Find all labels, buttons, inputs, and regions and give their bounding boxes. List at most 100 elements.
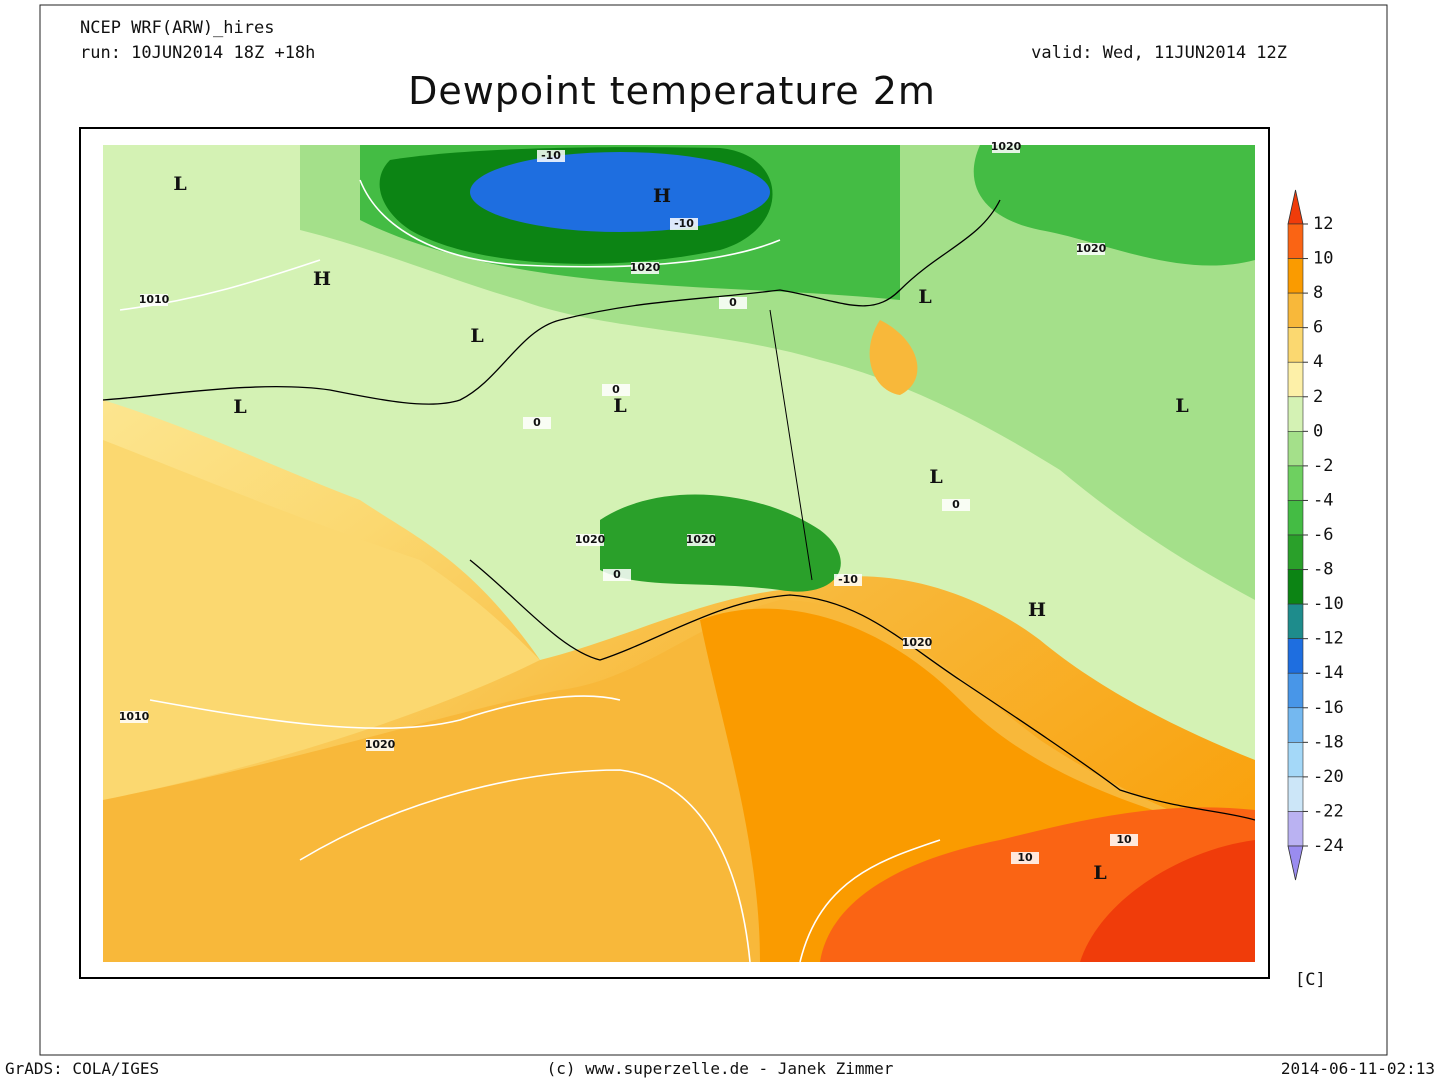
contour-label: 1020 [365,738,396,751]
colorbar-band [1287,465,1304,501]
colorbar-tick-label: -6 [1313,525,1333,545]
colorbar-band [1287,569,1304,605]
isobars [119,179,941,962]
colorbar-tick-label: -10 [1313,594,1344,614]
label-backing [602,384,630,396]
colorbar-band [1287,327,1304,363]
colorbar-band [1287,638,1304,674]
colorbar-tick-label: 6 [1313,318,1323,338]
footer-left: GrADS: COLA/IGES [5,1059,159,1078]
model-name: NCEP WRF(ARW)_hires [80,18,274,38]
label-backing [576,534,604,546]
coastline [103,199,1255,821]
colorbar-tick-label: -14 [1313,663,1344,683]
contour-label: 10 [1116,833,1132,846]
run-time: run: 10JUN2014 18Z +18h [80,43,315,63]
label-backing [603,569,631,581]
label-backing [523,417,551,429]
label-backing [670,218,698,230]
label-backing [942,499,970,511]
colorbar-band [1287,396,1304,432]
contour-label: -10 [541,149,561,162]
pressure-center: H [1028,599,1046,621]
colorbar-band [1287,811,1304,847]
colorbar-band [1287,258,1304,294]
contour-label: -10 [838,573,858,586]
pressure-center: L [918,286,931,308]
pressure-center: H [313,268,331,290]
contour-label: 0 [729,296,737,309]
colorbar-tick-label: 0 [1313,421,1323,441]
colorbar-bottom-arrow [1287,845,1304,881]
colorbar-tick-label: -12 [1313,629,1344,649]
label-backing [537,150,565,162]
colorbar-tick-label: 2 [1313,387,1323,407]
label-backing [1077,243,1105,255]
field-range-green [600,494,841,592]
field-cold-core [470,152,770,232]
field-warm-patch [869,320,918,395]
colorbar-band [1287,361,1304,398]
colorbar-tick-label: -16 [1313,698,1344,718]
footer-center: (c) www.superzelle.de - Janek Zimmer [547,1059,894,1078]
colorbar-band [1287,534,1304,570]
contour-label: 1010 [139,293,170,306]
colorbar-tick-label: -2 [1313,456,1333,476]
field-gulf-hot [1080,840,1255,962]
pressure-center: L [173,173,186,195]
contour-label: 0 [612,383,620,396]
footer-right: 2014-06-11-02:13 [1281,1059,1435,1078]
contour-label: 10 [1017,851,1033,864]
label-backing [903,637,931,649]
map-field [103,145,1255,962]
contour-label: 0 [533,416,541,429]
pressure-center: L [613,395,626,417]
label-backing [719,297,747,309]
colorbar-band [1287,223,1304,259]
unit-label: [C] [1295,970,1326,990]
pressure-center: L [233,396,246,418]
contour-label: 1020 [630,261,661,274]
field-northeast-green [973,145,1255,266]
label-backing [1110,834,1138,846]
colorbar-band [1287,431,1304,467]
label-backing [1011,852,1039,864]
colorbar-tick-label: -24 [1313,836,1344,856]
colorbar-tick-label: 4 [1313,352,1323,372]
map-frame [79,127,1270,979]
contour-label: -10 [674,217,694,230]
map-title: Dewpoint temperature 2m [408,69,936,113]
colorbar-tick-label: -8 [1313,560,1333,580]
pressure-center: L [1093,862,1106,884]
label-backing [687,534,715,546]
border-line [769,309,813,581]
label-backing [120,711,148,723]
label-backing [992,141,1020,153]
colorbar-tick-label: -18 [1313,732,1344,752]
colorbar-band [1287,776,1304,812]
colorbar-tick-label: 12 [1313,214,1333,234]
label-backing [631,262,659,274]
colorbar: 12 10 8 6 4 2 0 -2 -4 -6 -8 -10 -12 -14 -16 -18 -20 -22 -2… [1287,189,1344,881]
colorbar-tick-label: -22 [1313,801,1344,821]
pressure-center: L [929,466,942,488]
pressure-center: H [653,185,671,207]
colorbar-tick-label: 8 [1313,283,1323,303]
contour-label: 1020 [575,533,606,546]
label-backing [140,294,168,306]
label-backing [834,574,862,586]
contour-label: 1020 [902,636,933,649]
contour-label: 0 [613,568,621,581]
valid-time: valid: Wed, 11JUN2014 12Z [1031,43,1287,63]
outer-frame [39,4,1388,1056]
colorbar-band [1287,742,1304,778]
pressure-center: L [1175,395,1188,417]
contour-label: 0 [952,498,960,511]
colorbar-band [1287,672,1304,709]
colorbar-band [1287,707,1304,743]
contour-label: 1020 [686,533,717,546]
colorbar-band [1287,292,1304,328]
colorbar-tick-label: -20 [1313,767,1344,787]
